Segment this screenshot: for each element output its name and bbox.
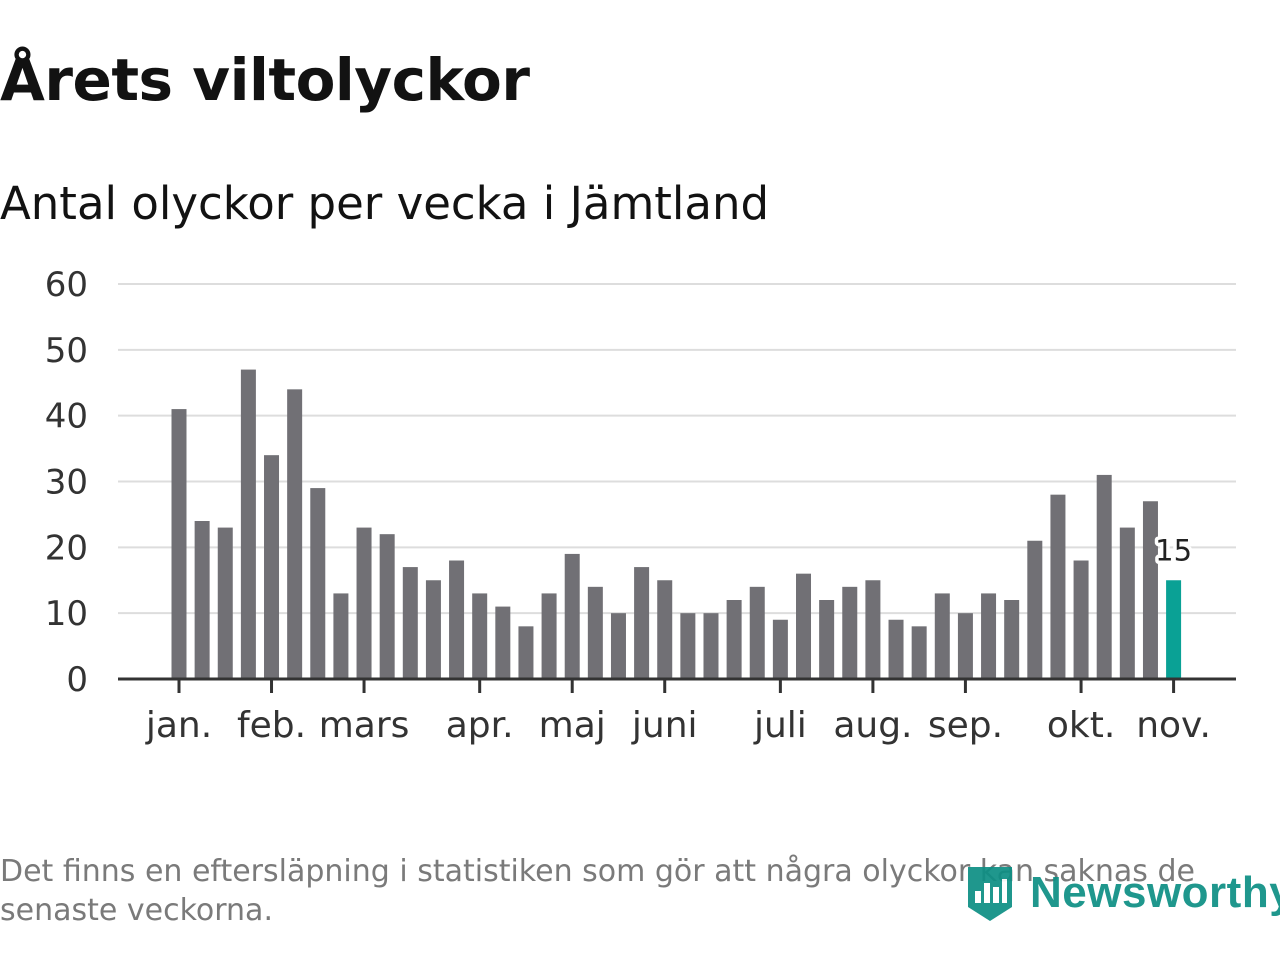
x-tick-label: maj (539, 705, 606, 746)
highlight-value-label: 15 (1155, 533, 1192, 567)
bar (772, 619, 788, 679)
x-tick-label: feb. (237, 705, 306, 746)
bar (217, 527, 233, 679)
bar (911, 626, 927, 679)
y-tick-label: 50 (45, 331, 88, 371)
bar (1027, 540, 1043, 679)
bar (1096, 474, 1112, 679)
chart-title: Årets viltolyckor (0, 46, 530, 114)
bar (634, 567, 650, 679)
x-tick-label: aug. (833, 705, 912, 746)
chart-subtitle: Antal olyckor per vecka i Jämtland (0, 177, 770, 230)
bar (356, 527, 372, 679)
x-tick-label: sep. (928, 705, 1003, 746)
x-tick-label: okt. (1047, 705, 1115, 746)
bar (425, 580, 441, 679)
bar (657, 580, 673, 679)
bar (1073, 560, 1089, 679)
bar (703, 613, 719, 679)
bar (171, 409, 187, 679)
y-tick-label: 20 (45, 528, 88, 568)
x-tick-label: juli (753, 705, 807, 746)
bar (842, 586, 858, 679)
bar (1004, 600, 1020, 679)
bar (796, 573, 812, 679)
bar (680, 613, 696, 679)
bar (310, 488, 326, 679)
bar (819, 600, 835, 679)
y-tick-label: 40 (45, 397, 88, 437)
bar (587, 586, 603, 679)
bar-chart: 0 10 20 30 40 50 60 jan. feb. mars apr. maj juni jul… (45, 265, 1236, 746)
bar (1119, 527, 1135, 679)
x-tick-label: jan. (145, 705, 212, 746)
data-labels: 15 (1152, 530, 1196, 571)
bar (865, 580, 881, 679)
y-tick-label: 0 (66, 660, 88, 700)
bar (981, 593, 997, 679)
bar (541, 593, 557, 679)
y-axis-ticks: 0 10 20 30 40 50 60 (45, 265, 88, 700)
y-tick-label: 30 (45, 463, 88, 503)
bar (194, 521, 210, 679)
bar (449, 560, 465, 679)
bar (749, 586, 765, 679)
bar (518, 626, 534, 679)
brand-name: Newsworthy (1030, 868, 1280, 917)
brand-logo: Newsworthy (964, 860, 1280, 926)
x-axis-ticks: jan. feb. mars apr. maj juni juli aug. sep. okt. n… (145, 679, 1211, 746)
bar (564, 553, 580, 679)
bar (1050, 494, 1066, 679)
bar (610, 613, 626, 679)
bar (1142, 501, 1158, 679)
x-tick-label: juni (631, 705, 698, 746)
bars (171, 369, 1182, 679)
y-tick-label: 60 (45, 265, 88, 305)
bar (726, 600, 742, 679)
x-tick-label: nov. (1136, 705, 1211, 746)
y-tick-label: 10 (45, 594, 88, 634)
x-tick-label: apr. (446, 705, 514, 746)
gridlines (118, 283, 1236, 615)
bar (957, 613, 973, 679)
bar (472, 593, 488, 679)
bar (264, 455, 280, 679)
bar (495, 606, 511, 679)
bar (240, 369, 256, 679)
bar (888, 619, 904, 679)
bar (934, 593, 950, 679)
newsworthy-logo-icon (968, 867, 1012, 921)
bar (402, 567, 418, 679)
bar (379, 534, 395, 679)
bar-highlight (1166, 580, 1182, 679)
bar (287, 389, 303, 679)
bar (333, 593, 349, 679)
x-tick-label: mars (319, 705, 410, 746)
